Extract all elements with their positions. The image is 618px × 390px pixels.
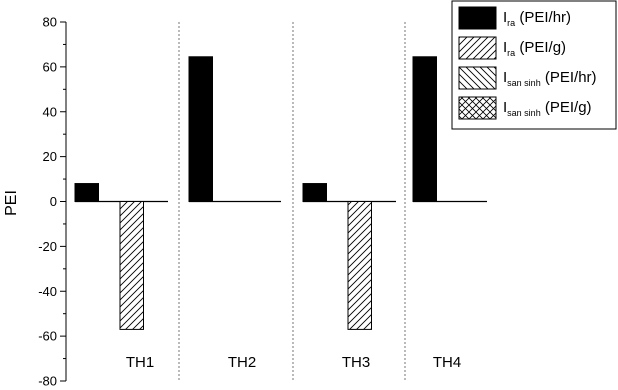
legend: Ira (PEI/hr) Ira (PEI/g) Isan sinh (PEI/hr… bbox=[451, 0, 617, 130]
legend-label: Ira (PEI/g) bbox=[503, 39, 566, 58]
legend-label: Isan sinh (PEI/hr) bbox=[503, 69, 597, 88]
legend-swatch bbox=[458, 6, 497, 30]
y-tick-label: -40 bbox=[38, 284, 57, 299]
category-label: TH2 bbox=[228, 354, 256, 371]
bar bbox=[119, 201, 144, 330]
y-tick-label: -20 bbox=[38, 239, 57, 254]
y-axis-title: PEI bbox=[3, 190, 20, 216]
legend-swatch bbox=[458, 36, 497, 60]
legend-label: Isan sinh (PEI/g) bbox=[503, 99, 592, 118]
bar bbox=[302, 183, 327, 203]
bar bbox=[74, 183, 99, 203]
y-axis-ticks: -80 -60 -40 -20 0 20 40 60 80 bbox=[38, 15, 66, 389]
category-label: TH1 bbox=[126, 354, 154, 371]
bar bbox=[188, 56, 213, 203]
bar bbox=[412, 56, 437, 203]
y-tick-label: 60 bbox=[43, 59, 57, 74]
category-labels: TH1 TH2 TH3 TH4 bbox=[126, 354, 461, 371]
bars bbox=[74, 56, 437, 330]
y-tick-label: 20 bbox=[43, 149, 57, 164]
y-tick-label: -60 bbox=[38, 329, 57, 344]
bar bbox=[347, 201, 372, 330]
y-tick-label: 0 bbox=[50, 194, 57, 209]
y-tick-label: -80 bbox=[38, 374, 57, 389]
category-label: TH3 bbox=[342, 354, 370, 371]
y-tick-label: 40 bbox=[43, 104, 57, 119]
legend-swatch bbox=[458, 66, 497, 90]
legend-label: Ira (PEI/hr) bbox=[503, 9, 571, 28]
category-label: TH4 bbox=[433, 354, 461, 371]
legend-swatch bbox=[458, 96, 497, 120]
y-tick-label: 80 bbox=[43, 15, 57, 30]
